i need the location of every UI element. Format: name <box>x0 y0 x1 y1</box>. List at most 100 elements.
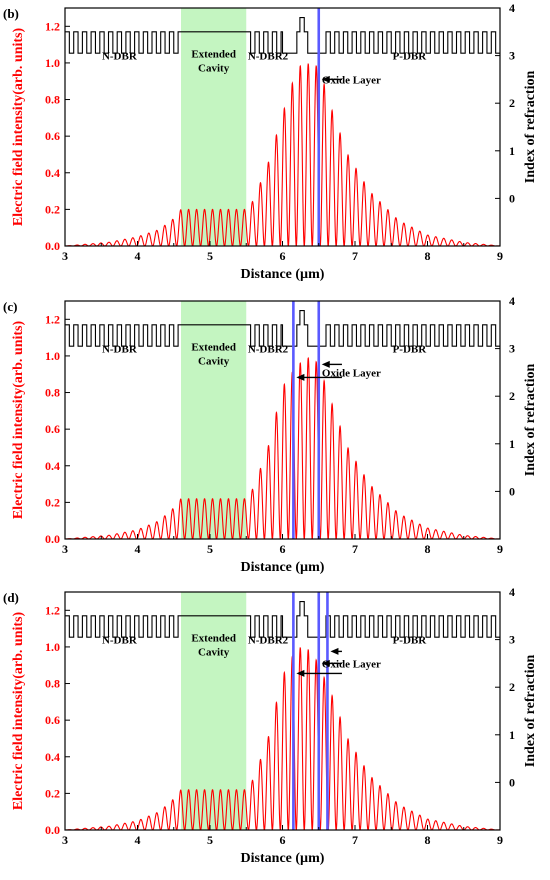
y-left-tick-label: 0.2 <box>45 495 60 509</box>
electric-field-series <box>65 357 500 539</box>
extended-cavity-region <box>181 301 247 539</box>
y-right-tick-label: 1 <box>509 437 515 451</box>
x-tick-label: 6 <box>280 249 286 263</box>
y-right-tick-label: 2 <box>509 96 515 110</box>
x-tick-label: 7 <box>352 249 358 263</box>
x-tick-label: 3 <box>62 249 68 263</box>
y-right-tick-label: 2 <box>509 389 515 403</box>
n-dbr2-label: N-DBR2 <box>248 51 289 63</box>
x-tick-label: 4 <box>135 542 141 556</box>
y-right-axis-title: Index of refraction <box>523 655 538 768</box>
p-dbr-label: P-DBR <box>393 635 428 647</box>
x-axis-title: Distance (µm) <box>241 851 325 866</box>
x-tick-label: 4 <box>135 249 141 263</box>
y-left-tick-label: 1.2 <box>45 603 60 617</box>
oxide-arrow-head <box>296 373 305 381</box>
y-left-tick-label: 0.6 <box>45 713 60 727</box>
oxide-arrow-head <box>321 75 330 83</box>
y-left-tick-label: 1.0 <box>45 640 60 654</box>
y-left-axis-title: Electric field intensity(arb. units) <box>11 612 26 811</box>
electric-field-series <box>65 647 500 830</box>
y-right-tick-label: 3 <box>509 342 515 356</box>
y-right-tick-label: 3 <box>509 633 515 647</box>
y-left-axis-title: Electric field intensity(arb. units) <box>11 28 26 227</box>
electric-field-series <box>65 63 500 246</box>
y-right-tick-label: 0 <box>509 191 515 205</box>
n-dbr-label: N-DBR <box>102 51 138 63</box>
p-dbr-label: P-DBR <box>393 51 428 63</box>
chart-panel: 3 4 5 6 7 8 9 0.0 0.2 0.4 0.6 0.8 1.0 1.2 0 1 2 3 4 Distanc… <box>3 294 538 575</box>
y-left-tick-label: 0.6 <box>45 422 60 436</box>
p-dbr-label: P-DBR <box>393 344 428 356</box>
x-tick-label: 7 <box>352 542 358 556</box>
x-tick-label: 8 <box>425 542 431 556</box>
n-dbr-label: N-DBR <box>102 344 138 356</box>
x-tick-label: 4 <box>135 833 141 847</box>
x-tick-label: 6 <box>280 542 286 556</box>
oxide-arrow-head <box>296 669 305 677</box>
x-tick-label: 3 <box>62 833 68 847</box>
chart-panel: 3 4 5 6 7 8 9 0.0 0.2 0.4 0.6 0.8 1.0 1.2 0 1 2 3 4 Distanc… <box>3 585 538 866</box>
cavity-label-line1: Extended <box>191 633 236 645</box>
y-left-axis-title: Electric field intensity(arb. units) <box>11 321 26 520</box>
y-left-tick-label: 0.2 <box>45 202 60 216</box>
x-tick-label: 3 <box>62 542 68 556</box>
cavity-label-line1: Extended <box>191 342 236 354</box>
x-tick-label: 6 <box>280 833 286 847</box>
y-right-tick-label: 1 <box>509 728 515 742</box>
panel-label: (c) <box>3 299 17 314</box>
oxide-arrow-head <box>330 647 339 655</box>
y-right-tick-label: 3 <box>509 49 515 63</box>
y-left-tick-label: 0.0 <box>45 823 60 837</box>
y-left-tick-label: 0.0 <box>45 239 60 253</box>
y-left-tick-label: 0.2 <box>45 786 60 800</box>
cavity-label-line2: Cavity <box>198 356 230 368</box>
oxide-arrow-head <box>321 659 330 667</box>
y-right-axis-title: Index of refraction <box>523 364 538 477</box>
y-left-tick-label: 0.0 <box>45 532 60 546</box>
y-right-tick-label: 4 <box>509 294 515 308</box>
n-dbr2-label: N-DBR2 <box>248 635 289 647</box>
cavity-label-line2: Cavity <box>198 63 230 75</box>
y-left-tick-label: 0.8 <box>45 93 60 107</box>
x-tick-label: 5 <box>207 833 213 847</box>
y-left-tick-label: 1.0 <box>45 349 60 363</box>
cavity-label-line2: Cavity <box>198 647 230 659</box>
x-tick-label: 9 <box>497 833 503 847</box>
panel-label: (d) <box>3 590 19 605</box>
y-right-tick-label: 4 <box>509 1 515 15</box>
y-left-tick-label: 1.2 <box>45 19 60 33</box>
panel-label: (b) <box>3 6 19 21</box>
y-left-tick-label: 0.8 <box>45 386 60 400</box>
oxide-layer-label: Oxide Layer <box>322 74 381 86</box>
x-tick-label: 9 <box>497 249 503 263</box>
refractive-index-series <box>65 600 500 638</box>
y-right-tick-label: 0 <box>509 775 515 789</box>
extended-cavity-region <box>181 8 247 246</box>
x-tick-label: 5 <box>207 249 213 263</box>
x-tick-label: 5 <box>207 542 213 556</box>
y-left-tick-label: 0.6 <box>45 129 60 143</box>
extended-cavity-region <box>181 592 247 830</box>
y-right-tick-label: 2 <box>509 680 515 694</box>
x-axis-title: Distance (µm) <box>241 560 325 575</box>
oxide-layer-label: Oxide Layer <box>322 658 381 670</box>
y-left-tick-label: 1.2 <box>45 312 60 326</box>
n-dbr-label: N-DBR <box>102 635 138 647</box>
oxide-layer-label: Oxide Layer <box>322 367 381 379</box>
y-right-tick-label: 4 <box>509 585 515 599</box>
y-left-tick-label: 0.4 <box>45 750 60 764</box>
refractive-index-series <box>65 309 500 347</box>
y-left-tick-label: 0.4 <box>45 166 60 180</box>
x-tick-label: 7 <box>352 833 358 847</box>
x-tick-label: 8 <box>425 249 431 263</box>
chart-panel: 3 4 5 6 7 8 9 0.0 0.2 0.4 0.6 0.8 1.0 1.2 0 1 2 3 4 Distanc… <box>3 1 538 282</box>
y-right-tick-label: 1 <box>509 144 515 158</box>
oxide-arrow-head <box>321 360 330 368</box>
y-left-tick-label: 0.4 <box>45 459 60 473</box>
refractive-index-series <box>65 16 500 54</box>
y-left-tick-label: 0.8 <box>45 677 60 691</box>
n-dbr2-label: N-DBR2 <box>248 344 289 356</box>
y-right-tick-label: 0 <box>509 484 515 498</box>
